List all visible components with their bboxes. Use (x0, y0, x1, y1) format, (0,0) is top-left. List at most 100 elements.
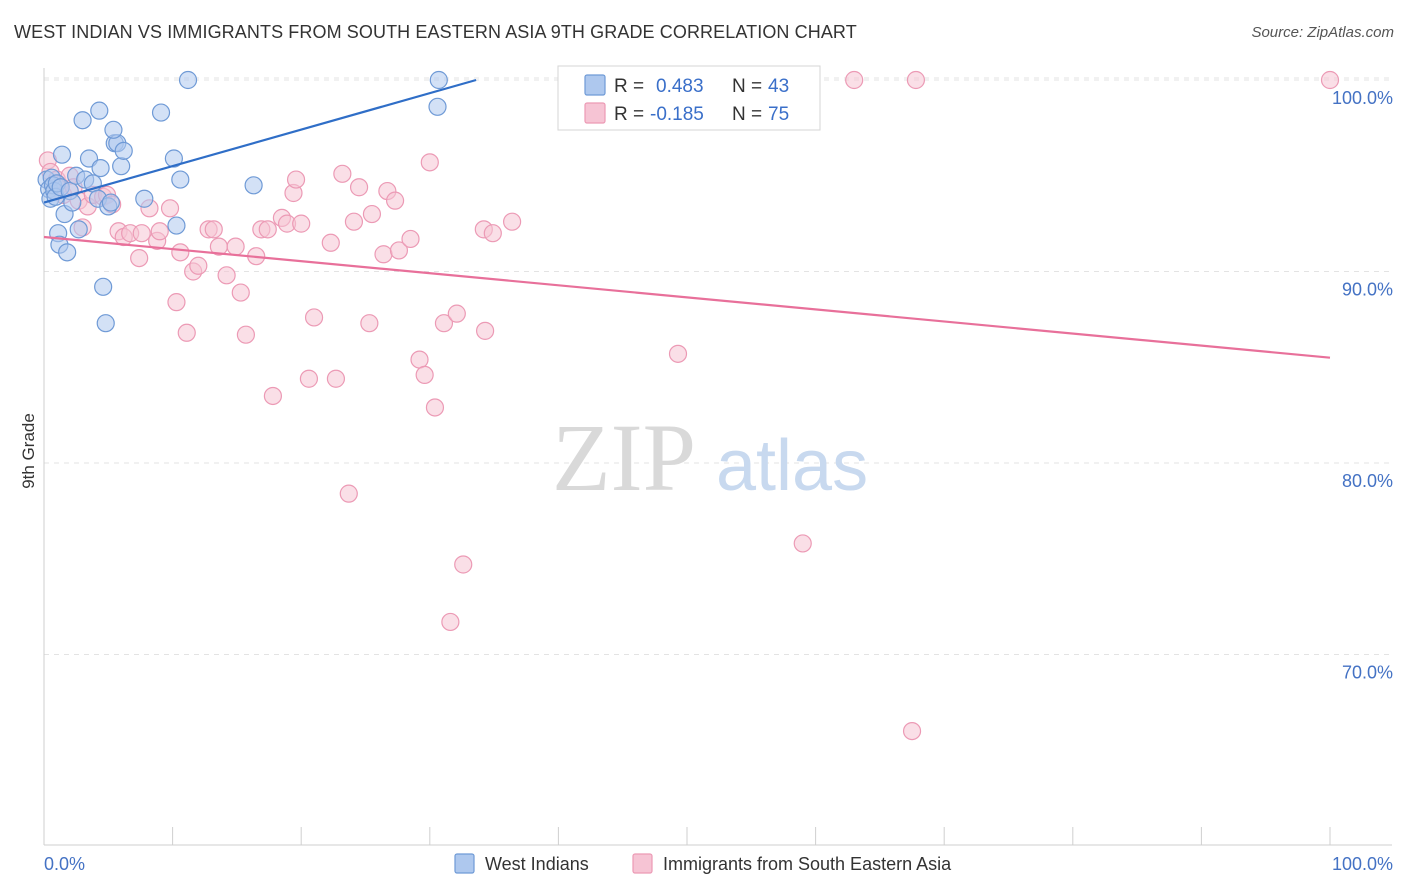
y-tick-label: 70.0% (1342, 663, 1393, 683)
se-asia-point (326, 369, 346, 388)
se-asia-point (189, 256, 208, 275)
west-indians-point (101, 193, 120, 212)
west-indians-point (90, 101, 109, 120)
se-asia-point (258, 220, 277, 239)
se-asia-point (333, 164, 352, 183)
x-tick-label-max: 100.0% (1332, 854, 1393, 874)
legend-swatch-west-indians (584, 74, 606, 96)
legend-r-value-0: 0.483 (656, 76, 704, 97)
bottom-legend-se-asia: Immigrants from South Eastern Asia (663, 854, 952, 874)
bottom-legend-west-indians: West Indians (485, 854, 589, 874)
se-asia-point (231, 283, 250, 302)
west-indians-point (112, 157, 131, 176)
se-asia-point (401, 229, 420, 249)
y-tick-label: 80.0% (1342, 471, 1393, 491)
se-asia-point (434, 314, 454, 333)
se-asia-point (292, 214, 311, 233)
points-layer (37, 70, 1340, 741)
west-indians-point (429, 70, 448, 90)
y-tick-label: 90.0% (1342, 280, 1393, 300)
se-asia-point (304, 308, 324, 327)
series-legend: West Indians Immigrants from South Easte… (454, 853, 952, 874)
x-tick-label-min: 0.0% (44, 854, 85, 874)
west-indians-trendline (43, 78, 477, 204)
se-asia-point (389, 241, 409, 260)
west-indians-point (167, 216, 186, 235)
se-asia-point (906, 70, 926, 90)
se-asia-point (360, 314, 379, 333)
se-asia-point (160, 199, 180, 218)
chart-title: WEST INDIAN VS IMMIGRANTS FROM SOUTH EAS… (14, 22, 857, 42)
se-asia-point (362, 204, 382, 224)
west-indians-point (428, 97, 447, 116)
west-indians-point (244, 176, 263, 195)
legend-r-label-0: R = (614, 76, 644, 97)
west-indians-point (96, 314, 115, 333)
legend-r-value-1: -0.185 (650, 104, 704, 125)
west-indians-point (135, 189, 154, 208)
chart-source: Source: ZipAtlas.com (1251, 24, 1394, 41)
se-asia-trendline (43, 235, 1331, 359)
watermark: ZIP atlas (552, 404, 868, 511)
se-asia-point (385, 191, 405, 210)
se-asia-point (171, 243, 190, 262)
axes-layer: 100.0% 90.0% 80.0% 70.0% 0.0% 100.0% (43, 68, 1393, 874)
se-asia-point (374, 245, 393, 264)
se-asia-point (902, 721, 922, 741)
se-asia-point (415, 365, 434, 385)
west-indians-point (164, 149, 183, 168)
se-asia-point (441, 612, 460, 632)
west-indians-point (178, 70, 198, 90)
stats-legend: R = 0.483 N = 43 R = -0.185 N = 75 (557, 65, 821, 131)
y-axis-title: 9th Grade (19, 413, 38, 489)
west-indians-point (104, 120, 123, 139)
se-asia-point (349, 178, 369, 197)
trend-layer (43, 78, 1331, 359)
legend-r-label-1: R = (614, 104, 644, 125)
bottom-legend-swatch-west-indians (454, 853, 475, 874)
se-asia-point (420, 153, 439, 172)
legend-n-value-0: 43 (768, 76, 789, 97)
se-asia-point (447, 304, 466, 323)
se-asia-point (217, 266, 236, 285)
se-asia-point (503, 212, 522, 231)
west-indians-point (58, 243, 77, 262)
se-asia-point (177, 323, 196, 342)
se-asia-point (130, 248, 149, 268)
y-tick-label: 100.0% (1332, 88, 1393, 108)
grid-layer (44, 77, 1392, 655)
west-indians-point (69, 220, 88, 239)
se-asia-point (339, 484, 358, 503)
legend-n-value-1: 75 (768, 104, 789, 125)
west-indians-point (73, 111, 92, 130)
bottom-legend-swatch-se-asia (632, 853, 653, 874)
legend-n-label-0: N = (732, 76, 762, 97)
legend-swatch-se-asia (584, 102, 606, 124)
se-asia-point (286, 170, 306, 189)
se-asia-point (321, 233, 340, 252)
se-asia-point (410, 350, 429, 369)
se-asia-point (845, 70, 864, 90)
west-indians-point (52, 145, 72, 164)
west-indians-point (151, 103, 171, 122)
watermark-atlas: atlas (716, 426, 868, 506)
se-asia-point (150, 222, 169, 241)
se-asia-point (226, 237, 245, 256)
se-asia-point (483, 224, 502, 243)
watermark-zip: ZIP (552, 404, 696, 511)
se-asia-point (167, 293, 186, 312)
se-asia-point (793, 534, 812, 553)
west-indians-point (94, 277, 113, 296)
se-asia-point (132, 224, 151, 243)
se-asia-point (668, 344, 688, 363)
legend-n-label-1: N = (732, 104, 762, 125)
se-asia-point (204, 220, 223, 239)
se-asia-point (475, 321, 495, 340)
west-indians-point (171, 170, 190, 189)
se-asia-point (263, 386, 283, 406)
se-asia-point (344, 212, 364, 231)
west-indians-point (91, 158, 110, 178)
se-asia-point (236, 325, 256, 344)
west-indians-point (114, 141, 133, 160)
